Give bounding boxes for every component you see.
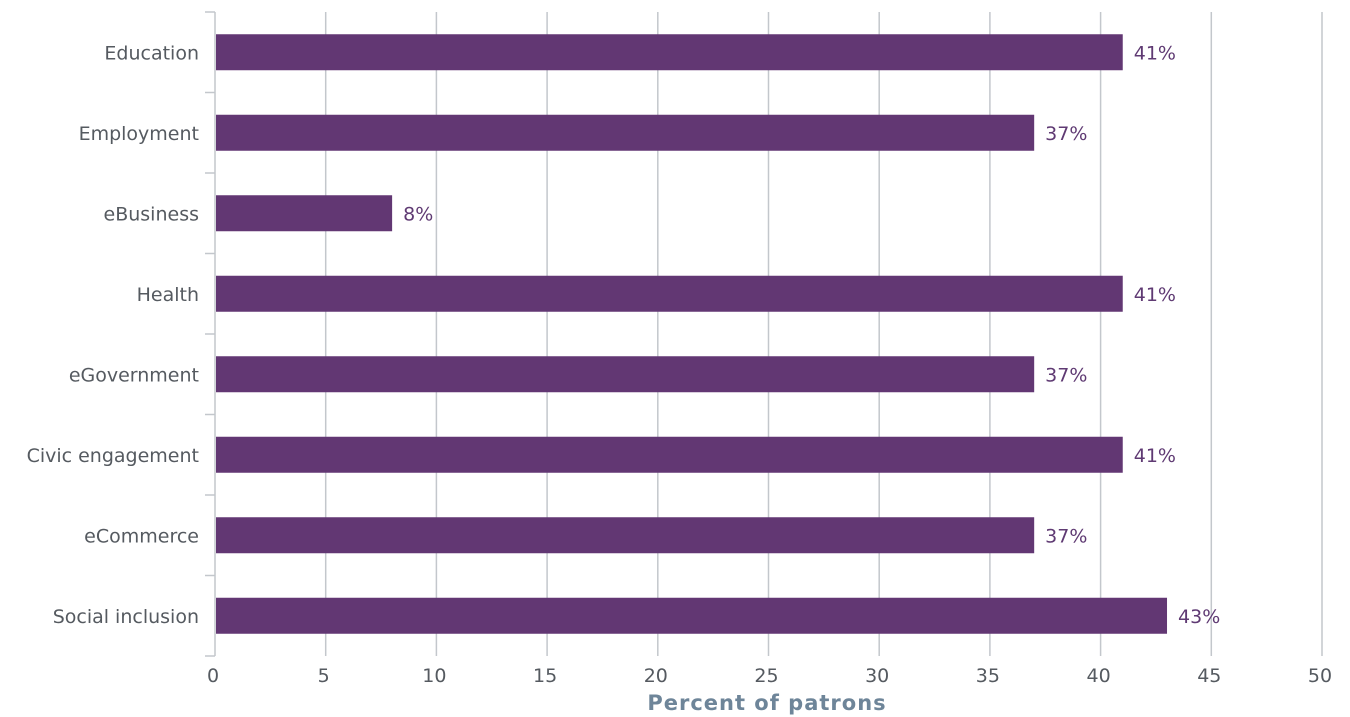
gridlines — [214, 12, 1323, 656]
category-label-social-inclusion: Social inclusion — [53, 606, 199, 628]
x-tick-label-25: 25 — [754, 665, 778, 687]
bar-education — [216, 34, 1123, 71]
data-labels: 41% 37% 8% 41% 37% 41% 37% 43% — [403, 42, 1220, 628]
data-label-education: 41% — [1134, 42, 1176, 64]
data-label-employment: 37% — [1045, 123, 1087, 145]
x-tick-label-50: 50 — [1308, 665, 1332, 687]
category-label-civic-engagement: Civic engagement — [27, 445, 199, 467]
x-axis-title: Percent of patrons — [647, 691, 886, 715]
data-label-ecommerce: 37% — [1045, 525, 1087, 547]
y-axis — [205, 11, 215, 657]
bar-social-inclusion — [216, 597, 1168, 634]
category-labels: Education Employment eBusiness Health eGover… — [27, 42, 199, 628]
bar-ebusiness — [216, 195, 393, 232]
category-label-ebusiness: eBusiness — [104, 203, 199, 225]
bar-health — [216, 275, 1123, 312]
bar-egovernment — [216, 356, 1035, 393]
x-tick-label-20: 20 — [644, 665, 668, 687]
x-tick-label-5: 5 — [318, 665, 330, 687]
category-label-employment: Employment — [79, 123, 199, 145]
category-label-egovernment: eGovernment — [69, 364, 199, 386]
x-tick-label-30: 30 — [865, 665, 889, 687]
x-tick-label-40: 40 — [1087, 665, 1111, 687]
bar-ecommerce — [216, 517, 1035, 554]
x-tick-labels: 0 5 10 15 20 25 30 35 40 45 50 — [207, 665, 1332, 687]
bars — [216, 34, 1168, 634]
x-tick-label-45: 45 — [1197, 665, 1221, 687]
x-tick-label-10: 10 — [422, 665, 446, 687]
data-label-social-inclusion: 43% — [1178, 606, 1220, 628]
category-label-education: Education — [104, 42, 199, 64]
data-label-ebusiness: 8% — [403, 203, 433, 225]
data-label-civic-engagement: 41% — [1134, 445, 1176, 467]
x-tick-label-0: 0 — [207, 665, 219, 687]
data-label-health: 41% — [1134, 284, 1176, 306]
x-tick-label-15: 15 — [533, 665, 557, 687]
x-tick-label-35: 35 — [976, 665, 1000, 687]
category-label-ecommerce: eCommerce — [84, 525, 199, 547]
data-label-egovernment: 37% — [1045, 364, 1087, 386]
bar-civic-engagement — [216, 436, 1123, 473]
category-label-health: Health — [137, 284, 199, 306]
bar-employment — [216, 114, 1035, 151]
